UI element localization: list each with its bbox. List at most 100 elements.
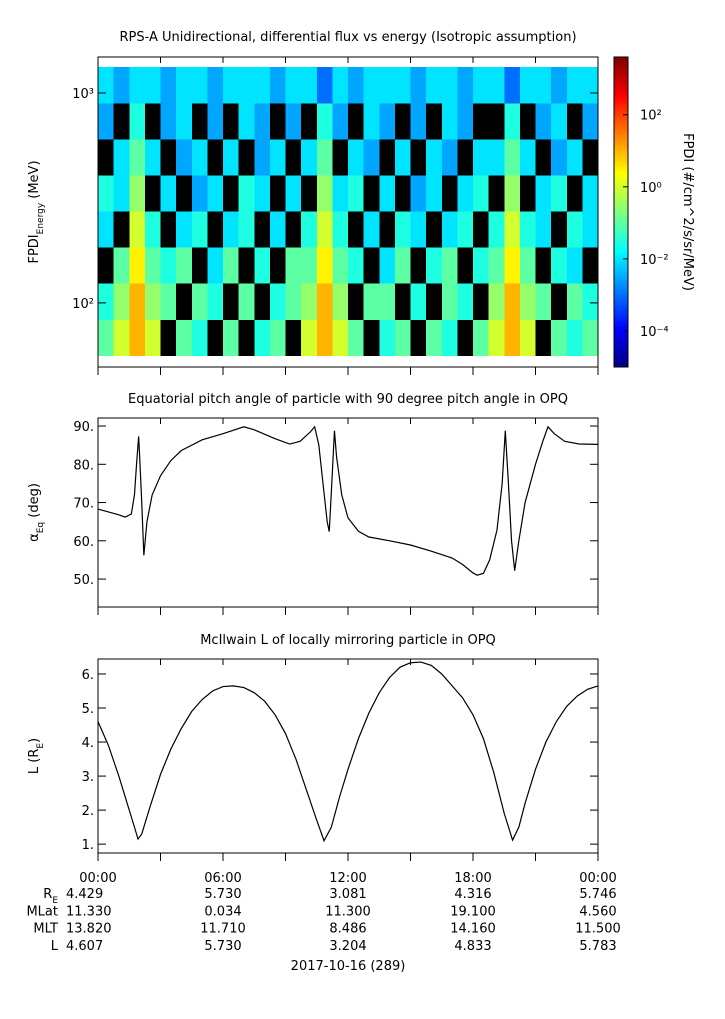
heatmap-cell [519, 211, 536, 248]
heatmap-cell [410, 283, 427, 321]
heatmap-cell [426, 66, 443, 104]
ephemeris-value: 4.429 [66, 887, 103, 902]
colorbar-slice [614, 305, 628, 309]
colorbar-slice [614, 100, 628, 104]
heatmap-cell [410, 211, 427, 248]
colorbar-slice [614, 131, 628, 135]
heatmap-cell [223, 139, 239, 176]
colorbar-slice [614, 124, 628, 128]
heatmap-cell [129, 102, 146, 140]
ephemeris-row-label: MLat [26, 904, 58, 919]
y-axis-label: L (RE) [27, 738, 46, 774]
y-axis-label-part: L (R [27, 749, 42, 774]
heatmap-cell [394, 175, 411, 212]
heatmap-cell [254, 175, 271, 212]
heatmap-cell [269, 175, 286, 212]
heatmap-cell [410, 175, 427, 212]
colorbar-slice [614, 173, 628, 177]
heatmap-cell [394, 283, 411, 321]
heatmap-cell [426, 319, 443, 357]
heatmap-cell [254, 319, 271, 357]
heatmap-cell [207, 66, 224, 104]
heatmap-cell [254, 102, 271, 140]
heatmap-cell [316, 319, 333, 357]
heatmap-cell [269, 139, 286, 176]
heatmap-cell [566, 319, 583, 357]
heatmap-cell [504, 175, 521, 212]
chart-title: Equatorial pitch angle of particle with … [128, 392, 568, 407]
colorbar-slice [614, 297, 628, 301]
colorbar-slice [614, 168, 628, 172]
heatmap-cell [191, 211, 208, 248]
heatmap-cell [238, 66, 255, 104]
time-label: 06:00 [204, 871, 241, 886]
heatmap-cell [457, 139, 474, 176]
heatmap-cell [348, 211, 364, 248]
heatmap-cell [238, 211, 255, 248]
y-axis-label-part: (MeV) [27, 160, 42, 202]
time-label: 00:00 [79, 871, 116, 886]
colorbar-slice [614, 80, 628, 84]
colorbar-slice [614, 201, 628, 205]
heatmap-cell [160, 247, 177, 284]
heatmap-cell [285, 283, 302, 321]
ephemeris-value: 11.500 [575, 922, 621, 937]
heatmap-cell [254, 247, 271, 284]
heatmap-cell [176, 175, 193, 212]
colorbar-slice [614, 186, 628, 190]
heatmap-cell [348, 66, 364, 104]
colorbar-slice [614, 152, 628, 156]
heatmap-cell [535, 283, 552, 321]
y-tick-label: 10³ [72, 87, 94, 102]
heatmap-cell [566, 283, 583, 321]
colorbar-slice [614, 253, 628, 257]
heatmap-cell [285, 66, 302, 104]
y-tick-label: 80. [73, 458, 94, 473]
heatmap-cell [426, 175, 443, 212]
colorbar-slice [614, 245, 628, 249]
heatmap-cell [363, 102, 380, 140]
heatmap-cell [285, 247, 302, 284]
heatmap-cell [144, 247, 161, 284]
colorbar-slice [614, 62, 628, 66]
heatmap-cell [129, 66, 146, 104]
heatmap-cell [316, 139, 333, 176]
heatmap-cell [316, 283, 333, 321]
heatmap-cell [473, 319, 489, 357]
heatmap-cell [269, 211, 286, 248]
colorbar-slice [614, 356, 628, 360]
heatmap-cell [473, 66, 489, 104]
heatmap-cell [332, 66, 349, 104]
heatmap-cell [394, 319, 411, 357]
colorbar-slice [614, 294, 628, 298]
heatmap-cell [332, 211, 349, 248]
colorbar-slice [614, 279, 628, 283]
colorbar-slice [614, 219, 628, 223]
heatmap-cell [223, 66, 239, 104]
heatmap-cell [551, 66, 568, 104]
heatmap-cell [238, 102, 255, 140]
colorbar-slice [614, 59, 628, 63]
heatmap-cell [473, 211, 489, 248]
heatmap-cell [535, 139, 552, 176]
colorbar-slice [614, 139, 628, 143]
heatmap-cell [144, 66, 161, 104]
colorbar-slice [614, 230, 628, 234]
time-label: 00:00 [579, 871, 616, 886]
heatmap-cell [301, 175, 318, 212]
colorbar-slice [614, 119, 628, 123]
heatmap-cell [394, 247, 411, 284]
heatmap-cell [582, 211, 599, 248]
heatmap-cell [332, 175, 349, 212]
heatmap-cell [144, 211, 161, 248]
colorbar-slice [614, 137, 628, 141]
colorbar-slice [614, 155, 628, 159]
heatmap-cell [488, 139, 505, 176]
colorbar-tick-label: 10² [640, 109, 662, 124]
heatmap-cell [160, 283, 177, 321]
ephemeris-value: 19.100 [450, 904, 496, 919]
heatmap-cell [269, 247, 286, 284]
colorbar-label: FPDI (#/cm^2/s/sr/MeV) [680, 133, 695, 291]
colorbar-slice [614, 361, 628, 365]
colorbar-slice [614, 240, 628, 244]
